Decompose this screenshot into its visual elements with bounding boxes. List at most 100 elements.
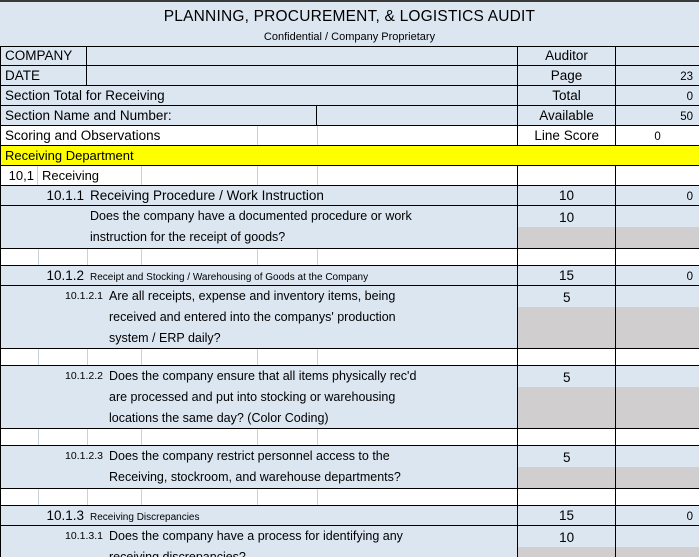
- question-number: 10.1.2.2: [65, 370, 103, 382]
- company-row: COMPANY Auditor: [0, 46, 699, 66]
- question-block-10-1-2-2: 10.1.2.2 Does the company ensure that al…: [0, 366, 699, 429]
- grid-cell: [140, 349, 257, 365]
- question-points-column: 5: [517, 286, 616, 348]
- observation-cell[interactable]: [616, 547, 699, 557]
- observation-cell[interactable]: [518, 227, 616, 248]
- empty-cell[interactable]: [140, 166, 257, 185]
- scoring-label: Scoring and Observations: [5, 128, 161, 143]
- grid-cell: [1, 429, 38, 445]
- item-score[interactable]: 0: [615, 266, 699, 285]
- grid-cell: [517, 349, 615, 365]
- question-score-cell[interactable]: [616, 446, 699, 467]
- observation-cell[interactable]: [518, 467, 616, 488]
- grid-cell: [256, 349, 317, 365]
- company-value-cell[interactable]: [87, 47, 517, 65]
- page-title: PLANNING, PROCUREMENT, & LOGISTICS AUDIT: [163, 8, 536, 25]
- empty-cell[interactable]: [316, 126, 518, 145]
- section-name-value-cell[interactable]: [317, 106, 517, 125]
- item-row-10-1-1: 10.1.1 Receiving Procedure / Work Instru…: [0, 186, 699, 206]
- question-text: Are all receipts, expense and inventory …: [109, 289, 396, 345]
- question-points-column: 10: [517, 526, 616, 557]
- item-number: 10.1.1: [46, 188, 84, 203]
- question-text: Does the company ensure that all items p…: [109, 369, 417, 425]
- grid-cell: [1, 489, 38, 505]
- question-points[interactable]: 5: [562, 290, 571, 305]
- total-value[interactable]: 0: [615, 86, 699, 105]
- observation-cell[interactable]: [616, 227, 699, 248]
- available-value: 50: [615, 106, 699, 125]
- department-banner-label: Receiving Department: [5, 148, 134, 163]
- line-score-label: Line Score: [517, 126, 615, 145]
- grid-cell: [316, 489, 518, 505]
- item-score[interactable]: 0: [615, 506, 699, 525]
- question-score-cell[interactable]: [616, 206, 699, 227]
- question-points-column: 10: [517, 206, 616, 248]
- question-text-area: 10.1.3.1 Does the company have a process…: [1, 526, 517, 557]
- grid-cell: [37, 249, 87, 265]
- grid-cell: [517, 249, 615, 265]
- item-number: 10.1.3: [46, 508, 84, 523]
- observation-cell[interactable]: [616, 307, 699, 348]
- grid-cell: [256, 489, 317, 505]
- question-text-area: Does the company have a documented proce…: [1, 206, 517, 248]
- observation-cell[interactable]: [518, 387, 616, 428]
- item-score[interactable]: 0: [615, 186, 699, 205]
- spacer-row: [0, 249, 699, 266]
- question-points[interactable]: 5: [562, 370, 571, 385]
- grid-cell: [140, 249, 257, 265]
- question-score-cell[interactable]: [616, 526, 699, 547]
- question-points[interactable]: 10: [559, 210, 575, 225]
- question-number: 10.1.2.3: [65, 450, 103, 462]
- observation-cell[interactable]: [616, 467, 699, 488]
- question-score-column: [615, 446, 699, 488]
- confidentiality-note: Confidential / Company Proprietary: [263, 30, 436, 43]
- grid-cell: [256, 249, 317, 265]
- item-number: 10.1.2: [46, 268, 84, 283]
- date-value-cell[interactable]: [87, 66, 517, 85]
- observation-cell[interactable]: [518, 547, 616, 557]
- question-score-column: [615, 286, 699, 348]
- question-text: Does the company restrict personnel acce…: [109, 449, 401, 484]
- grid-cell: [615, 429, 699, 445]
- item-available-points[interactable]: 15: [517, 506, 615, 525]
- question-block-10-1-3-1: 10.1.3.1 Does the company have a process…: [0, 526, 699, 557]
- empty-cell[interactable]: [316, 166, 518, 185]
- question-points[interactable]: 5: [562, 450, 571, 465]
- grid-cell: [37, 489, 87, 505]
- spacer-row: [0, 349, 699, 366]
- question-score-cell[interactable]: [616, 286, 699, 307]
- observation-cell[interactable]: [616, 387, 699, 428]
- empty-cell[interactable]: [256, 166, 317, 185]
- observation-cell[interactable]: [518, 307, 616, 348]
- title-row: PLANNING, PROCUREMENT, & LOGISTICS AUDIT: [0, 2, 699, 27]
- spacer-row: [0, 429, 699, 446]
- empty-cell[interactable]: [517, 166, 615, 185]
- question-number: 10.1.2.1: [65, 290, 103, 302]
- grid-cell: [140, 429, 257, 445]
- grid-cell: [86, 349, 141, 365]
- question-block-10-1-2-3: 10.1.2.3 Does the company restrict perso…: [0, 446, 699, 489]
- question-score-cell[interactable]: [616, 366, 699, 387]
- question-text-area: 10.1.2.3 Does the company restrict perso…: [1, 446, 517, 488]
- scoring-row: Scoring and Observations Line Score 0: [0, 126, 699, 146]
- empty-cell[interactable]: [256, 126, 317, 145]
- question-points[interactable]: 10: [559, 530, 575, 545]
- question-points-column: 5: [517, 446, 616, 488]
- section-name-row: Section Name and Number: Available 50: [0, 106, 699, 126]
- grid-cell: [517, 489, 615, 505]
- question-text: Does the company have a documented proce…: [90, 209, 412, 244]
- auditor-label: Auditor: [517, 47, 615, 65]
- grid-cell: [615, 249, 699, 265]
- question-score-column: [615, 366, 699, 428]
- line-score-value[interactable]: 0: [615, 126, 699, 145]
- spacer-row: [0, 489, 699, 506]
- item-available-points[interactable]: 10: [517, 186, 615, 205]
- item-title: Receiving Procedure / Work Instruction: [90, 188, 324, 203]
- empty-cell[interactable]: [615, 166, 699, 185]
- item-available-points[interactable]: 15: [517, 266, 615, 285]
- page-label: Page: [517, 66, 615, 85]
- grid-cell: [37, 349, 87, 365]
- section-name: Receiving: [41, 168, 100, 183]
- auditor-value-cell[interactable]: [615, 47, 699, 65]
